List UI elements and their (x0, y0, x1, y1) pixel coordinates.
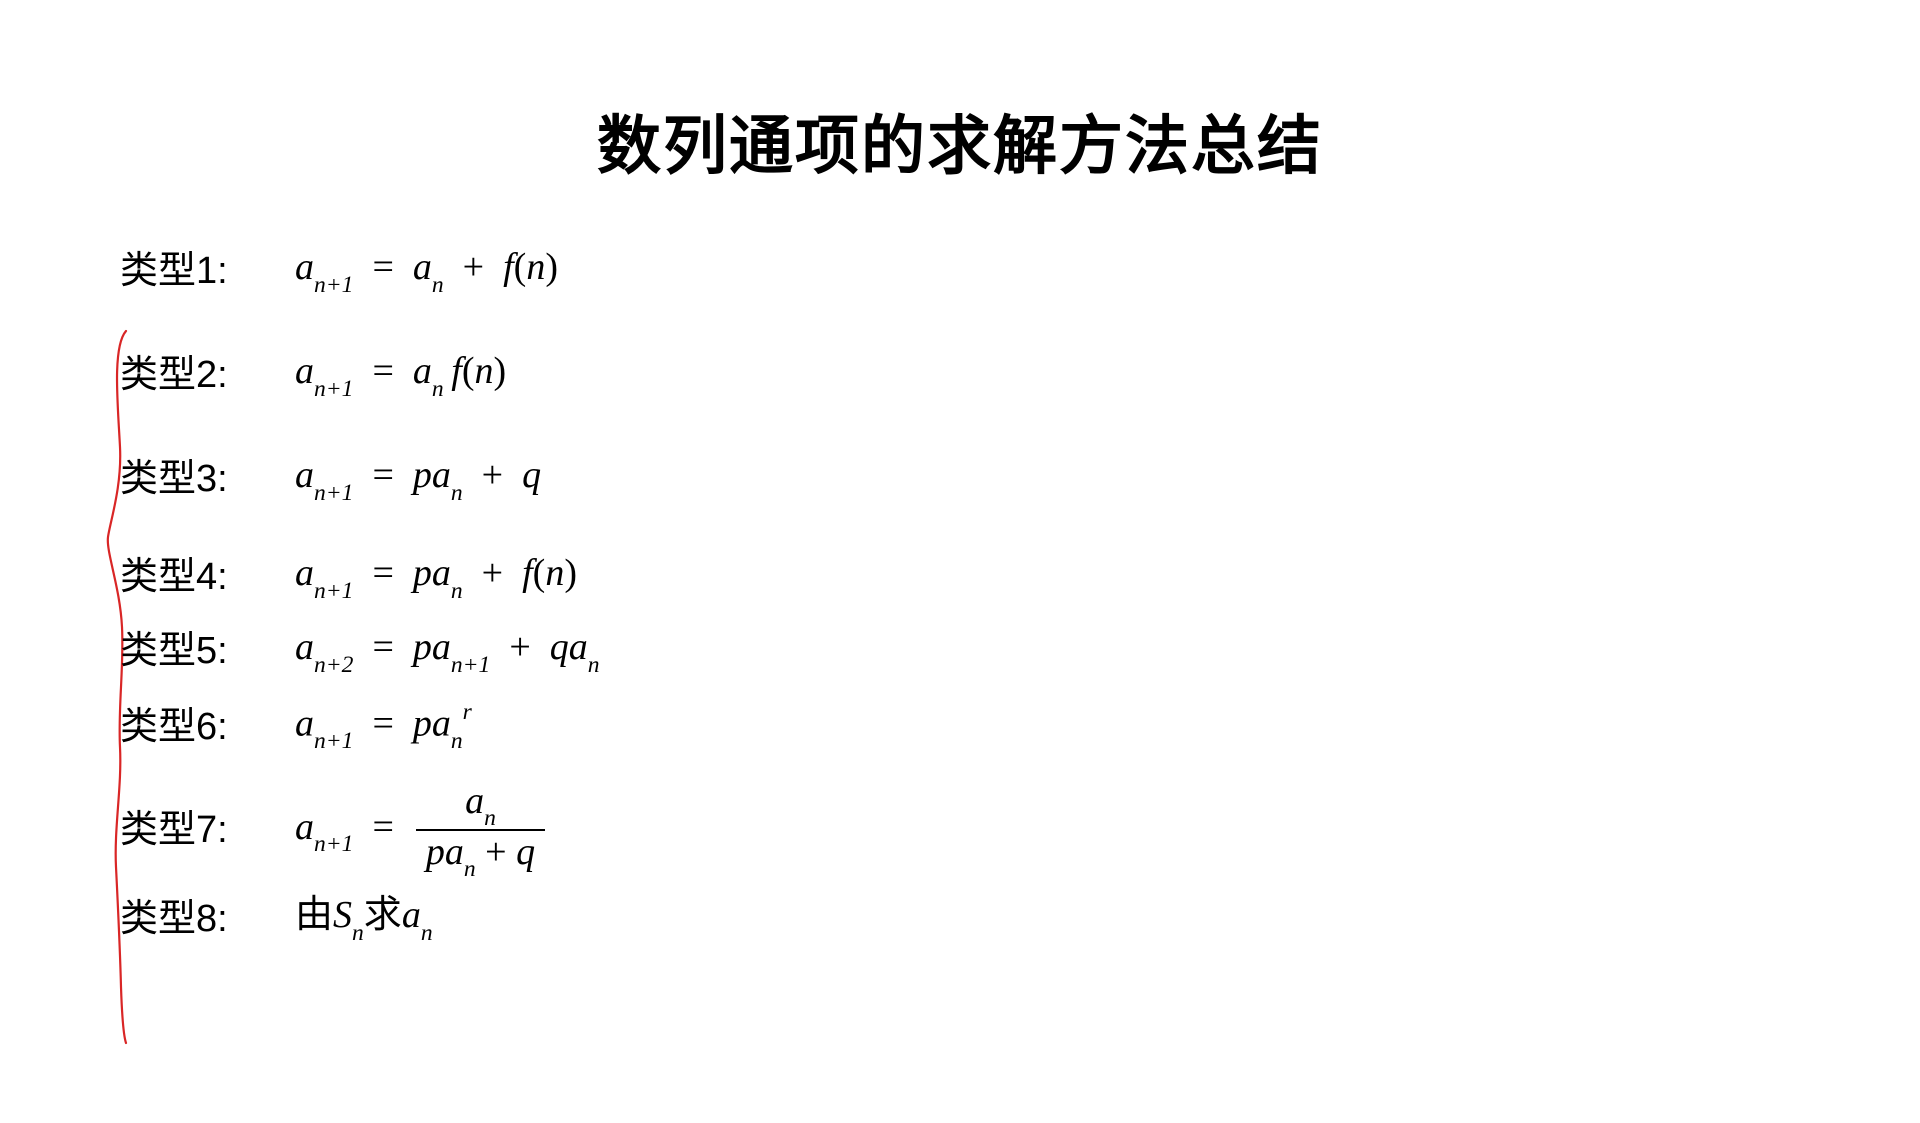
type-row-8: 类型8: 由Sn求an (120, 890, 1920, 948)
formula-1: an+1 = an + f(n) (295, 248, 558, 293)
type-label-6: 类型6: (120, 708, 295, 746)
formula-7: an+1 = an pan + q (295, 782, 548, 878)
type-label-4: 类型4: (120, 558, 295, 596)
type-label-3: 类型3: (120, 460, 295, 498)
formula-4: an+1 = pan + f(n) (295, 554, 577, 599)
type-row-2: 类型2: an+1 = an f(n) (120, 346, 1920, 404)
type-row-3: 类型3: an+1 = pan + q (120, 450, 1920, 508)
type-label-7: 类型7: (120, 811, 295, 849)
formula-6: an+1 = panr (295, 704, 472, 750)
formula-5: an+2 = pan+1 + qan (295, 628, 600, 673)
type-row-6: 类型6: an+1 = panr (120, 698, 1920, 756)
type-row-7: 类型7: an+1 = an pan + q (120, 780, 1920, 880)
type-list: 类型1: an+1 = an + f(n) 类型2: an+1 = an f(n… (120, 242, 1920, 948)
type-row-1: 类型1: an+1 = an + f(n) (120, 242, 1920, 300)
type-label-5: 类型5: (120, 632, 295, 670)
type-label-2: 类型2: (120, 356, 295, 394)
formula-2: an+1 = an f(n) (295, 352, 506, 397)
type-row-4: 类型4: an+1 = pan + f(n) (120, 548, 1920, 606)
page-title: 数列通项的求解方法总结 (0, 95, 1920, 187)
type-row-5: 类型5: an+2 = pan+1 + qan (120, 622, 1920, 680)
formula-8: 由Sn求an (295, 896, 433, 941)
type-label-8: 类型8: (120, 900, 295, 938)
formula-3: an+1 = pan + q (295, 456, 541, 501)
type-label-1: 类型1: (120, 252, 295, 290)
